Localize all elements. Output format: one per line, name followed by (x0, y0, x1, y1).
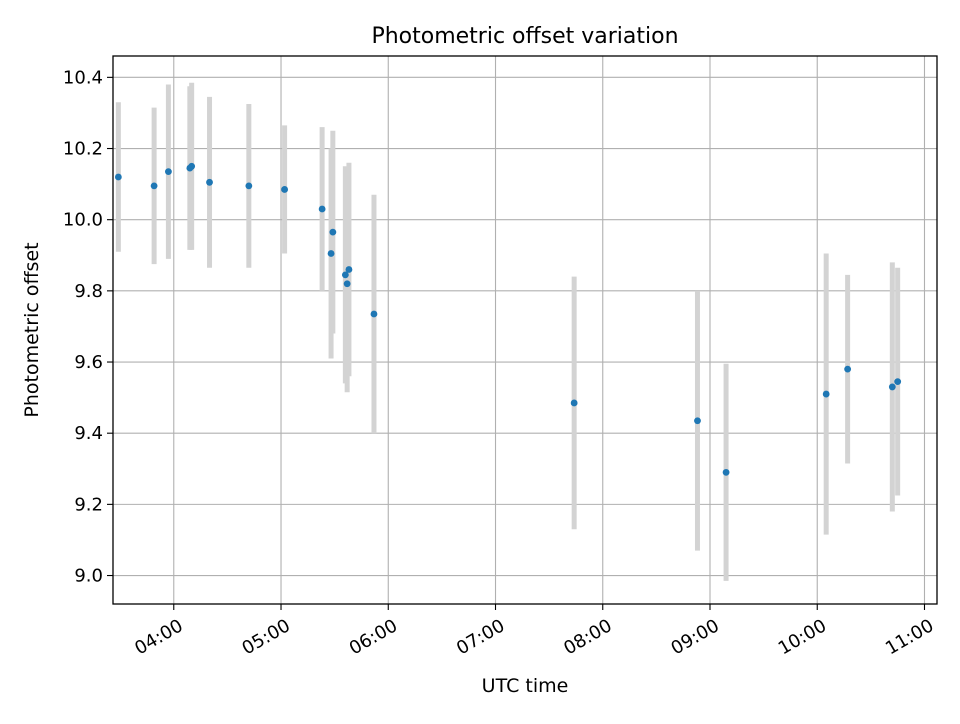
y-axis-label: Photometric offset (21, 242, 43, 417)
y-tick-label: 9.8 (74, 281, 103, 302)
data-point (114, 173, 122, 181)
data-point (329, 228, 337, 236)
data-point (343, 280, 351, 288)
data-point (888, 383, 896, 391)
data-point (206, 178, 213, 186)
data-point (327, 250, 335, 257)
data-point (844, 365, 852, 373)
plot-frame (112, 55, 938, 605)
y-axis-ticks: 9.0 9.2 9.4 9.6 9.8 10.0 10.2 10.4 (63, 67, 113, 587)
y-tick-label: 10.4 (63, 67, 103, 88)
data-point (281, 186, 288, 193)
data-point (822, 390, 830, 398)
x-axis-label: UTC time (482, 675, 569, 697)
y-tick-label: 9.4 (74, 423, 103, 444)
y-tick-label: 9.0 (74, 566, 103, 587)
y-tick-label: 10.0 (63, 210, 103, 231)
data-point (570, 399, 578, 407)
data-point (188, 162, 196, 170)
grid-lines (113, 56, 937, 604)
data-point (694, 417, 701, 425)
y-tick-label: 9.6 (74, 352, 103, 373)
y-tick-label: 10.2 (63, 139, 103, 160)
data-point (894, 378, 902, 385)
data-point (245, 182, 253, 190)
data-point (722, 468, 730, 476)
data-points (114, 162, 902, 476)
data-point (370, 310, 378, 318)
data-point (345, 266, 353, 273)
data-point (318, 205, 326, 213)
data-point (341, 271, 349, 279)
y-tick-label: 9.2 (74, 494, 103, 515)
chart-title: Photometric offset variation (371, 24, 678, 49)
data-point (150, 182, 158, 190)
data-point (165, 168, 172, 176)
